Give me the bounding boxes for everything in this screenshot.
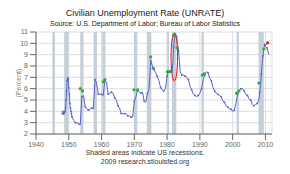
svg-text:1990: 1990: [192, 141, 208, 148]
html-text:Source: U.S. Department of Lab: Source: U.S. Department of Labor; Bureau…: [50, 20, 240, 27]
svg-text:1980: 1980: [159, 141, 175, 148]
svg-text:10: 10: [20, 40, 28, 47]
svg-text:4: 4: [24, 108, 28, 115]
svg-text:1950: 1950: [61, 141, 77, 148]
html-text:Shaded areas indicate US reces: Shaded areas indicate US recessions.: [85, 149, 205, 156]
svg-text:1940: 1940: [28, 141, 44, 148]
svg-text:3: 3: [24, 119, 28, 126]
html-text:Civilian Unemployment Rate (UN: Civilian Unemployment Rate (UNRATE): [65, 8, 225, 18]
svg-text:8: 8: [24, 62, 28, 69]
svg-text:9: 9: [24, 51, 28, 58]
html-text:2009 research.stlouisfed.org: 2009 research.stlouisfed.org: [100, 158, 190, 165]
svg-text:(Percent): (Percent): [15, 69, 23, 98]
svg-text:2000: 2000: [225, 141, 241, 148]
svg-text:7: 7: [24, 74, 28, 81]
svg-text:6: 6: [24, 85, 28, 92]
svg-text:1970: 1970: [127, 141, 143, 148]
svg-text:1960: 1960: [94, 141, 110, 148]
svg-text:5: 5: [24, 96, 28, 103]
svg-text:11: 11: [21, 28, 28, 35]
svg-text:2: 2: [24, 130, 28, 137]
svg-text:2010: 2010: [258, 141, 274, 148]
